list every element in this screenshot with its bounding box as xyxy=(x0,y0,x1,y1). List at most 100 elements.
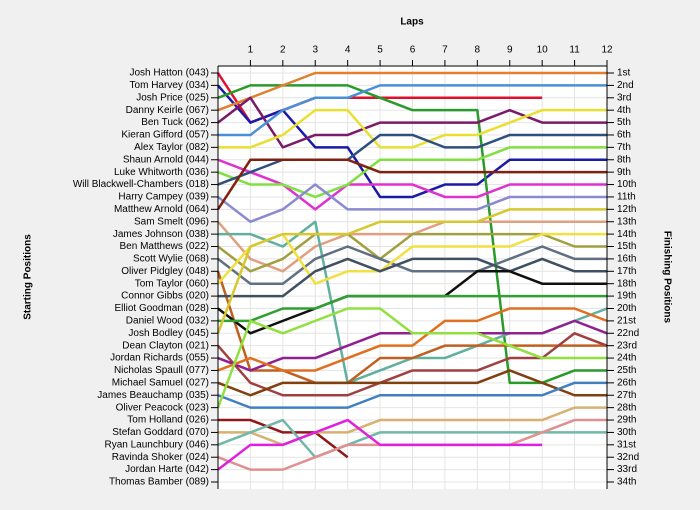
x-tick-label: 10 xyxy=(537,45,549,56)
y2-tick-label: 23rd xyxy=(617,340,637,351)
y2-tick-label: 30th xyxy=(617,427,636,438)
position-line xyxy=(217,369,607,397)
x-tick-label: 4 xyxy=(345,45,351,56)
y2-tick-label: 7th xyxy=(617,142,631,153)
y-tick-label: Josh Price (025) xyxy=(136,92,209,103)
y-tick-label: Kieran Gifford (057) xyxy=(121,130,209,141)
position-line xyxy=(218,257,607,298)
y2-tick-label: 25th xyxy=(617,365,636,376)
position-line xyxy=(216,158,607,211)
position-line xyxy=(217,96,607,149)
y2-tick-label: 29th xyxy=(617,415,636,426)
y-tick-label: Tom Taylor (060) xyxy=(135,278,209,289)
y-tick-label: Ben Tuck (062) xyxy=(141,117,209,128)
y2-tick-label: 28th xyxy=(617,402,636,413)
y2-tick-label: 15th xyxy=(617,241,636,252)
y-tick-label: Thomas Bamber (089) xyxy=(109,477,209,488)
y-tick-label: Elliot Goodman (028) xyxy=(115,303,210,314)
position-line xyxy=(216,307,607,409)
position-line xyxy=(218,108,607,149)
y2-tick-label: 13th xyxy=(617,216,636,227)
position-line xyxy=(217,418,543,471)
y-tick-label: Matthew Arnold (064) xyxy=(114,204,209,215)
y-tick-label: Nicholas Spaull (077) xyxy=(114,365,209,376)
y-tick-label: Oliver Pidgley (048) xyxy=(121,266,209,277)
y-tick-label: Connor Gibbs (020) xyxy=(121,291,209,302)
y-tick-label: Tom Holland (026) xyxy=(127,415,209,426)
y2-tick-label: 2nd xyxy=(617,80,634,91)
y-tick-label: Luke Whitworth (036) xyxy=(114,167,209,178)
y2-tick-label: 17th xyxy=(617,266,636,277)
position-line xyxy=(217,307,608,372)
y2-tick-label: 34th xyxy=(617,477,636,488)
y2-tick-label: 19th xyxy=(617,291,636,302)
position-line xyxy=(217,381,607,409)
y2-tick-label: 12th xyxy=(617,204,636,215)
y2-tick-label: 24th xyxy=(617,353,636,364)
y-tick-label: Shaun Arnold (044) xyxy=(123,154,209,165)
y2-tick-label: 5th xyxy=(617,117,631,128)
y2-tick-label: 20th xyxy=(617,303,636,314)
y2-tick-label: 21st xyxy=(617,316,636,327)
x-tick-label: 3 xyxy=(312,45,318,56)
y2-tick-label: 6th xyxy=(617,130,631,141)
y2-tick-label: 33rd xyxy=(617,464,637,475)
x-tick-label: 9 xyxy=(507,45,513,56)
position-line xyxy=(217,146,607,199)
x-tick-label: 8 xyxy=(475,45,481,56)
y-tick-label: James Beauchamp (035) xyxy=(97,390,209,401)
x-tick-label: 12 xyxy=(601,45,613,56)
position-line xyxy=(218,294,607,323)
y2-axis-title: Finishing Positions xyxy=(661,231,672,324)
y2-tick-label: 4th xyxy=(617,105,631,116)
y-tick-label: Ben Matthews (022) xyxy=(120,241,210,252)
y-axis-title: Starting Positions xyxy=(23,234,34,320)
y-tick-label: Ravinda Shoker (024) xyxy=(112,452,209,463)
x-tick-label: 5 xyxy=(377,45,383,56)
position-line xyxy=(217,183,607,223)
y2-tick-label: 16th xyxy=(617,254,636,265)
y-tick-label: Alex Taylor (082) xyxy=(134,142,209,153)
y2-tick-label: 31st xyxy=(617,439,636,450)
y2-tick-label: 10th xyxy=(617,179,636,190)
y-tick-label: Stefan Goddard (070) xyxy=(112,427,209,438)
y-tick-label: Josh Hatton (043) xyxy=(130,68,210,79)
y2-tick-label: 9th xyxy=(617,167,631,178)
position-line xyxy=(216,208,607,334)
lines xyxy=(216,71,608,471)
y-tick-label: Dean Clayton (021) xyxy=(122,340,209,351)
y-tick-label: Danny Keirle (067) xyxy=(126,105,209,116)
y-tick-label: James Johnson (038) xyxy=(113,229,209,240)
y2-tick-label: 18th xyxy=(617,278,636,289)
y-tick-label: Will Blackwell-Chambers (018) xyxy=(73,179,209,190)
y-tick-label: Michael Samuel (027) xyxy=(112,377,209,388)
y-tick-label: Oliver Peacock (023) xyxy=(116,402,209,413)
y-tick-label: Josh Bodley (045) xyxy=(128,328,209,339)
y-tick-label: Harry Campey (039) xyxy=(118,192,209,203)
y2-tick-label: 26th xyxy=(617,377,636,388)
y2-tick-label: 22nd xyxy=(617,328,639,339)
y-tick-label: Daniel Wood (032) xyxy=(126,316,209,327)
y-tick-label: Ryan Launchbury (046) xyxy=(104,439,209,450)
y-tick-label: Sam Smelt (096) xyxy=(134,216,209,227)
x-tick-label: 6 xyxy=(410,45,416,56)
x-tick-label: 11 xyxy=(569,45,580,56)
y-tick-label: Jordan Harte (042) xyxy=(125,464,209,475)
x-tick-label: 2 xyxy=(280,45,286,56)
x-tick-label: 1 xyxy=(248,45,254,56)
y2-tick-label: 27th xyxy=(617,390,636,401)
x-axis-title: Laps xyxy=(400,17,424,28)
y-tick-label: Tom Harvey (034) xyxy=(130,80,209,91)
y-tick-label: Jordan Richards (055) xyxy=(110,353,209,364)
y2-tick-label: 3rd xyxy=(617,92,631,103)
y2-tick-label: 11th xyxy=(617,192,636,203)
y2-tick-label: 32nd xyxy=(617,452,639,463)
y2-tick-label: 14th xyxy=(617,229,636,240)
position-line xyxy=(217,245,607,285)
x-tick-label: 7 xyxy=(442,45,448,56)
position-line xyxy=(218,84,607,137)
position-line xyxy=(217,71,607,112)
y-tick-label: Scott Wylie (068) xyxy=(133,254,209,265)
